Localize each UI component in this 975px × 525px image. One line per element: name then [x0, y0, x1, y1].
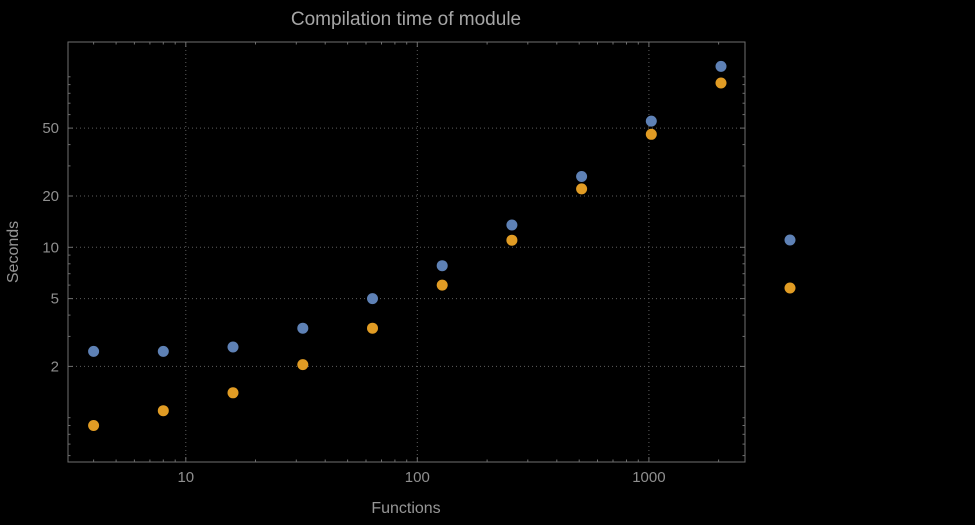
data-point-series-1 [506, 219, 518, 231]
y-tick-label: 5 [51, 291, 59, 308]
data-point-series-2 [157, 405, 169, 417]
x-tick-label: 1000 [632, 469, 665, 486]
frame-layer [67, 41, 746, 463]
y-tick-label: 20 [42, 188, 59, 205]
y-tick-label: 10 [42, 239, 59, 256]
data-point-series-2 [576, 183, 588, 195]
grid-layer [68, 42, 745, 462]
data-point-series-2 [367, 322, 378, 334]
data-point-series-2 [227, 387, 239, 399]
data-point-series-2 [645, 128, 657, 140]
data-point-series-1 [157, 345, 169, 357]
tick-layer: 10 100 1000 2 5 10 20 50 [42, 42, 745, 486]
data-point-series-2 [715, 77, 727, 89]
data-point-series-1 [645, 115, 657, 127]
plot-frame [67, 41, 746, 463]
x-axis-label: Functions [371, 500, 440, 517]
data-point-series-2 [506, 234, 518, 246]
data-point-series-1 [88, 345, 100, 357]
data-point-series-2 [88, 420, 100, 431]
x-tick-label: 100 [405, 469, 430, 486]
data-point-series-1 [367, 293, 378, 305]
point-layer [88, 60, 727, 431]
data-point-series-1 [297, 322, 309, 334]
y-axis-label: Seconds [5, 221, 22, 283]
x-tick-label: 10 [177, 469, 194, 486]
legend-marker-1 [784, 234, 796, 246]
y-tick-label: 50 [42, 120, 59, 137]
data-point-series-1 [715, 60, 727, 72]
chart-title: Compilation time of module [291, 9, 521, 30]
data-point-series-1 [576, 171, 588, 182]
legend-layer [784, 234, 796, 294]
data-point-series-1 [436, 260, 448, 272]
data-point-series-1 [227, 341, 239, 353]
y-tick-label: 2 [51, 358, 59, 375]
legend-marker-2 [784, 282, 796, 294]
data-point-series-2 [297, 359, 309, 371]
data-point-series-2 [436, 279, 448, 291]
